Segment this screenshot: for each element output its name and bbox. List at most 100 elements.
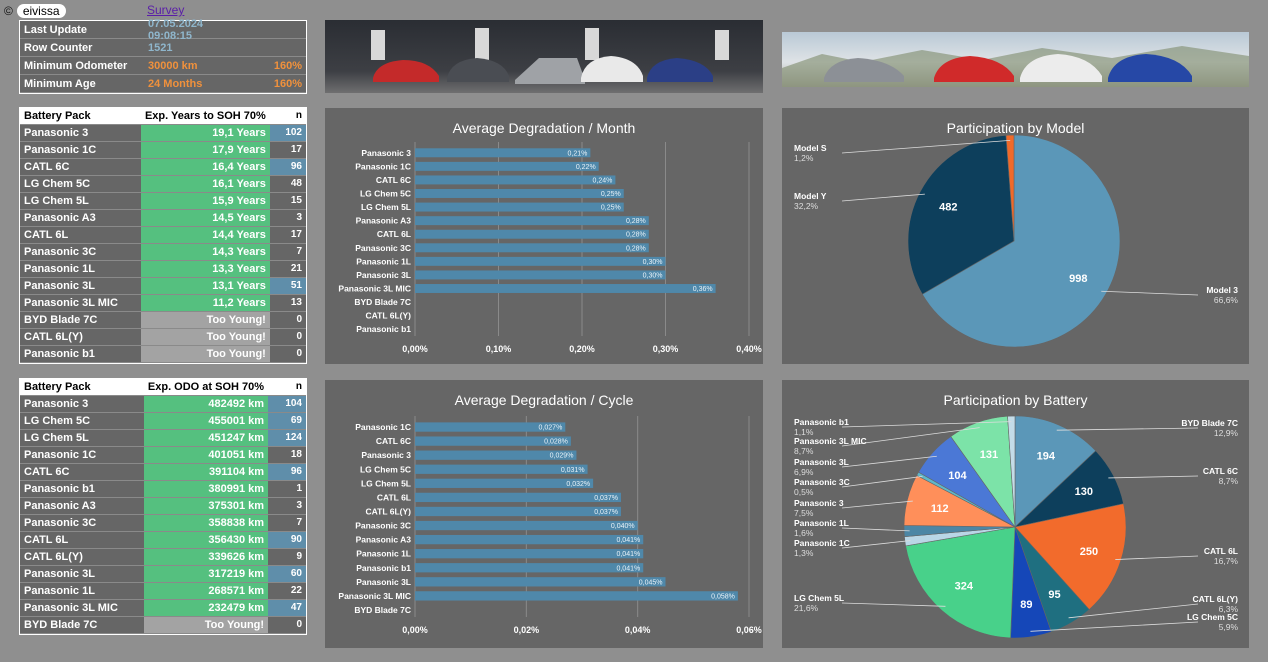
- table-row: Panasonic 3 19,1 Years 102: [20, 124, 306, 142]
- category-label: CATL 6C: [376, 175, 411, 185]
- column-header: Battery Pack: [20, 108, 141, 125]
- chart-title: Average Degradation / Month: [452, 120, 636, 136]
- table-row: LG Chem 5C 455001 km 69: [20, 412, 306, 430]
- category-label: LG Chem 5C: [360, 189, 411, 199]
- value-cell: Too Young!: [140, 345, 270, 363]
- battery-pack-cell: Panasonic 1C: [20, 446, 144, 464]
- count-cell: 17: [269, 226, 306, 244]
- data-label: 0,28%: [626, 245, 646, 252]
- leader-line: [1101, 290, 1199, 296]
- count-cell: 48: [269, 175, 306, 193]
- bar: [415, 436, 571, 446]
- table-row: CATL 6L 14,4 Years 17: [20, 226, 306, 244]
- slice-percent-label: 5,9%: [1219, 622, 1239, 632]
- count-cell: 15: [269, 192, 306, 210]
- count-cell: 90: [268, 531, 306, 549]
- category-label: CATL 6L: [377, 229, 411, 239]
- degradation-cycle-panel: Average Degradation / Cycle 0,00% 0,02% 0,…: [325, 380, 763, 648]
- battery-pack-cell: CATL 6C: [20, 158, 141, 176]
- pie-slice: [1014, 503, 1127, 610]
- chart-title: Average Degradation / Cycle: [454, 392, 634, 408]
- table-row: Panasonic 3L 13,1 Years 51: [20, 277, 306, 295]
- info-key: Row Counter: [24, 41, 93, 54]
- value-cell: 375301 km: [143, 497, 269, 515]
- category-label: Panasonic 3L: [356, 270, 411, 280]
- table-row: CATL 6L 356430 km 90: [20, 531, 306, 549]
- count-cell: 104: [268, 395, 306, 413]
- battery-pack-cell: BYD Blade 7C: [20, 616, 144, 634]
- slice-percent-label: 1,1%: [794, 427, 814, 437]
- brand-header: © eivissa: [4, 3, 66, 19]
- leader-line: [841, 500, 913, 509]
- category-label: Panasonic 1L: [356, 256, 411, 266]
- table-row: Panasonic 3 482492 km 104: [20, 395, 306, 413]
- info-row: Last Update 07.05.2024 09:08:15: [20, 18, 306, 42]
- leader-line: [1108, 475, 1199, 479]
- category-label: CATL 6L(Y): [366, 506, 412, 516]
- odo-at-soh-table: Battery Pack Exp. ODO at SOH 70% n Panaso…: [19, 378, 307, 635]
- slice-name-label: Panasonic 1L: [794, 518, 849, 528]
- slice-value-label: 112: [931, 503, 949, 515]
- slice-percent-label: 12,9%: [1214, 428, 1239, 438]
- slice-name-label: LG Chem 5L: [794, 593, 844, 603]
- slice-name-label: Model 3: [1206, 285, 1238, 295]
- tick-label: 0,40%: [736, 344, 762, 354]
- leader-line: [841, 476, 923, 488]
- battery-pack-cell: Panasonic 3C: [20, 514, 144, 532]
- battery-pack-cell: LG Chem 5L: [20, 192, 141, 210]
- bar: [415, 202, 624, 212]
- bar: [415, 161, 599, 171]
- data-label: 0,36%: [693, 286, 713, 293]
- slice-percent-label: 8,7%: [1219, 476, 1239, 486]
- category-label: CATL 6L: [377, 492, 411, 502]
- car-lineup-image: [782, 32, 1249, 87]
- slice-name-label: Panasonic 3L MIC: [794, 436, 867, 446]
- leader-line: [1115, 555, 1199, 560]
- data-label: 0,032%: [566, 481, 590, 488]
- leader-line: [841, 455, 937, 468]
- battery-pack-cell: LG Chem 5L: [20, 429, 144, 447]
- category-label: Panasonic 1C: [355, 422, 411, 432]
- leader-line: [841, 421, 1012, 428]
- data-label: 0,041%: [616, 551, 640, 558]
- value-cell: 19,1 Years: [140, 124, 270, 142]
- bar: [415, 506, 621, 517]
- slice-value-label: 89: [1020, 599, 1032, 611]
- bar: [415, 577, 666, 587]
- degradation-month-chart: 0,00% 0,10% 0,20% 0,30% 0,40% Panasonic 3 0,21…: [338, 142, 762, 354]
- slice-name-label: Panasonic 3: [794, 498, 844, 508]
- slice-name-label: Model Y: [794, 191, 827, 201]
- data-label: 0,037%: [594, 509, 618, 516]
- category-label: Panasonic 3L: [356, 577, 411, 587]
- value-cell: 16,4 Years: [140, 158, 270, 176]
- category-label: LG Chem 5L: [361, 478, 411, 488]
- survey-link[interactable]: Survey: [147, 3, 185, 17]
- pie-slice: [905, 526, 1016, 639]
- battery-pack-cell: Panasonic 1L: [20, 582, 144, 600]
- count-cell: 0: [268, 616, 306, 634]
- slice-name-label: Panasonic 1C: [794, 538, 850, 548]
- value-cell: 13,3 Years: [140, 260, 270, 278]
- category-label: Panasonic 1L: [356, 549, 411, 559]
- leader-line: [1030, 621, 1199, 632]
- value-cell: 16,1 Years: [140, 175, 270, 193]
- table-row: Panasonic b1 380991 km 1: [20, 480, 306, 498]
- column-header: Exp. ODO at SOH 70%: [143, 379, 269, 396]
- table-row: CATL 6L(Y) 339626 km 9: [20, 548, 306, 566]
- bar: [415, 216, 649, 226]
- data-label: 0,040%: [611, 523, 635, 530]
- bar: [415, 422, 566, 432]
- battery-pack-cell: CATL 6L: [20, 531, 144, 549]
- table-row: Panasonic 1C 401051 km 18: [20, 446, 306, 464]
- bar: [415, 243, 649, 253]
- battery-pack-cell: Panasonic 3L MIC: [20, 294, 141, 312]
- table-row: Panasonic A3 14,5 Years 3: [20, 209, 306, 227]
- tick-label: 0,00%: [402, 625, 428, 635]
- data-label: 0,21%: [567, 150, 587, 157]
- tick-label: 0,30%: [653, 344, 679, 354]
- category-label: Panasonic 3L MIC: [338, 591, 411, 601]
- battery-pack-cell: CATL 6L: [20, 226, 141, 244]
- info-panel: Last Update 07.05.2024 09:08:15 Row Coun…: [19, 18, 307, 94]
- copyright-symbol: ©: [4, 4, 13, 18]
- category-label: BYD Blade 7C: [354, 605, 411, 615]
